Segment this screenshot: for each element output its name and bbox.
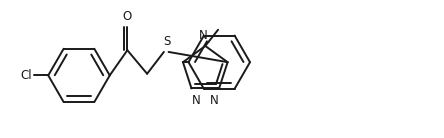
Text: N: N: [199, 29, 208, 42]
Text: N: N: [192, 94, 201, 107]
Text: O: O: [123, 10, 132, 23]
Text: Cl: Cl: [20, 69, 32, 82]
Text: S: S: [163, 35, 170, 48]
Text: N: N: [210, 94, 218, 107]
